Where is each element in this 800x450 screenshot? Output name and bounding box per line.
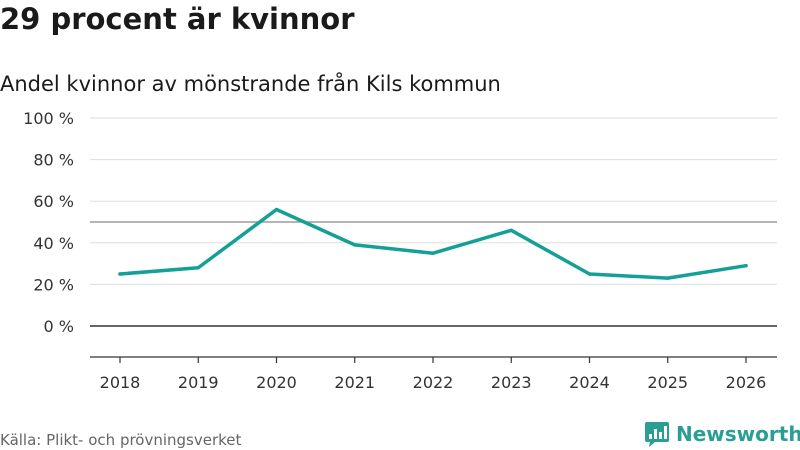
x-tick-label: 2025: [647, 373, 688, 392]
data-point: [509, 228, 513, 233]
x-tick-label: 2021: [334, 373, 375, 392]
line-chart: 0 % 20 % 40 % 60 % 80 % 100 % 2018 2019 2020 2021…: [23, 109, 777, 392]
x-tick-label: 2019: [178, 373, 219, 392]
y-tick-label: 0 %: [44, 317, 74, 336]
chart-subtitle: Andel kvinnor av mönstrande från Kils ko…: [0, 72, 501, 96]
x-tick-label: 2026: [726, 373, 767, 392]
data-point: [744, 263, 748, 268]
y-tick-label: 40 %: [33, 234, 74, 253]
series-line: [118, 207, 748, 280]
data-point: [274, 207, 279, 212]
data-point: [587, 272, 592, 276]
x-tick-label: 2022: [413, 373, 454, 392]
series-layer: [118, 207, 748, 280]
y-tick-label: 100 %: [23, 109, 74, 128]
source-note: Källa: Plikt- och prövningsverket: [0, 431, 242, 449]
label-layer: 0 % 20 % 40 % 60 % 80 % 100 % 2018 2019 2020 2021…: [23, 109, 766, 392]
brand-name: Newsworthy: [676, 422, 800, 446]
data-point: [196, 266, 200, 270]
brand-logo: Newsworthy: [644, 420, 800, 448]
data-point: [666, 276, 670, 280]
y-tick-label: 20 %: [33, 275, 74, 294]
data-point: [118, 272, 122, 276]
newsworthy-logo-icon: [645, 422, 669, 447]
axis-layer: [90, 356, 777, 363]
grid-layer: [90, 117, 777, 327]
chart-title: 29 procent är kvinnor: [0, 2, 355, 36]
x-tick-label: 2018: [100, 373, 141, 392]
y-tick-label: 80 %: [33, 151, 74, 170]
x-tick-label: 2023: [491, 373, 532, 392]
y-tick-label: 60 %: [33, 192, 74, 211]
data-point: [353, 243, 357, 247]
data-point: [431, 251, 435, 255]
x-tick-label: 2024: [569, 373, 610, 392]
x-tick-label: 2020: [256, 373, 297, 392]
